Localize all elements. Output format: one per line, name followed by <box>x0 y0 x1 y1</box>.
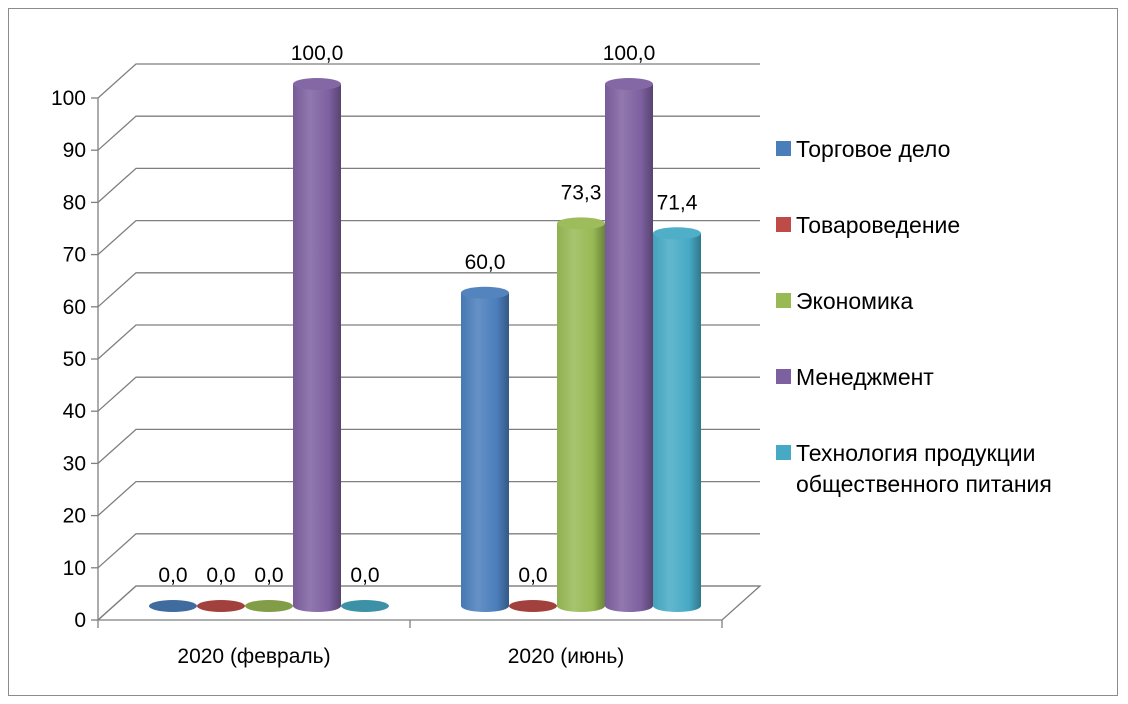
data-label: 100,0 <box>603 42 656 65</box>
bar-top <box>509 600 557 612</box>
y-tick-label: 40 <box>63 400 86 423</box>
legend-item: Товароведение <box>776 210 1116 241</box>
legend-item: Торговое дело <box>776 134 1116 165</box>
gridline <box>97 272 760 308</box>
bar <box>149 600 197 612</box>
y-tick-label: 100 <box>51 87 86 110</box>
bar-top <box>197 600 245 612</box>
gridline <box>97 115 760 151</box>
legend-swatch <box>776 217 791 232</box>
legend-item: Менеджмент <box>776 362 1116 393</box>
data-label: 0,0 <box>158 564 187 587</box>
category-label: 2020 (июнь) <box>508 645 625 668</box>
bar-top <box>653 227 701 240</box>
bar-body <box>293 84 341 612</box>
legend-label: Торговое дело <box>796 136 951 162</box>
bar-body <box>653 233 701 613</box>
y-tick-label: 50 <box>63 348 86 371</box>
bar-body <box>557 223 605 612</box>
bar-top <box>149 600 197 612</box>
bar-body <box>605 84 653 612</box>
gridline <box>97 376 760 412</box>
gridline <box>97 533 760 569</box>
y-tick-label: 0 <box>74 609 86 632</box>
bars <box>149 78 701 613</box>
bar <box>509 600 557 612</box>
legend-label: Технология продукции общественного питан… <box>796 440 1052 497</box>
category-labels: 2020 (февраль) 2020 (июнь) <box>177 645 624 668</box>
legend-swatch <box>776 369 791 384</box>
legend-swatch <box>776 293 791 308</box>
data-label: 0,0 <box>254 564 283 587</box>
bar <box>197 600 245 612</box>
gridlines <box>97 63 760 621</box>
bar-top <box>341 600 389 612</box>
bar-top <box>557 217 605 230</box>
data-label: 0,0 <box>518 564 547 587</box>
y-tick-label: 10 <box>63 557 86 580</box>
y-tick-label: 90 <box>63 139 86 162</box>
bar <box>293 78 341 612</box>
y-tick-labels: 0 10 20 30 40 50 60 70 80 90 100 <box>51 87 86 632</box>
legend-swatch <box>776 141 791 156</box>
data-label: 100,0 <box>291 42 344 65</box>
bar <box>557 217 605 612</box>
bar-top <box>605 78 653 90</box>
data-label: 0,0 <box>206 564 235 587</box>
y-tick-label: 20 <box>63 505 86 528</box>
gridline <box>97 324 760 360</box>
gridline <box>97 219 760 256</box>
legend-item: Экономика <box>776 286 1116 317</box>
data-label: 60,0 <box>465 251 506 274</box>
bar <box>245 600 293 612</box>
legend-label: Менеджмент <box>796 364 934 390</box>
legend-label: Экономика <box>796 288 914 314</box>
y-tick-label: 30 <box>63 452 86 475</box>
bar <box>653 227 701 613</box>
bar-top <box>245 600 293 612</box>
bar <box>461 286 509 612</box>
gridline <box>97 167 760 203</box>
data-labels: 0,0 0,0 0,0 100,0 0,0 60,0 0,0 73,3 100,0 71,4 <box>158 42 697 587</box>
legend-swatch <box>776 445 791 460</box>
gridline <box>97 585 760 621</box>
data-label: 0,0 <box>350 564 379 587</box>
category-label: 2020 (февраль) <box>177 645 330 668</box>
data-label: 71,4 <box>657 191 698 214</box>
bar <box>341 600 389 612</box>
bar-body <box>461 292 509 612</box>
data-label: 73,3 <box>561 181 602 204</box>
y-tick-label: 80 <box>63 191 86 214</box>
gridline <box>97 480 760 517</box>
legend-label: Товароведение <box>796 212 961 238</box>
bar <box>605 78 653 612</box>
bar-top <box>293 78 341 90</box>
bar-top <box>461 286 509 299</box>
axes <box>91 97 723 628</box>
gridline <box>97 428 760 464</box>
legend-item: Технология продукции общественного питан… <box>776 438 1116 500</box>
gridline <box>97 63 760 99</box>
y-tick-label: 60 <box>63 296 86 319</box>
y-tick-label: 70 <box>63 244 86 267</box>
